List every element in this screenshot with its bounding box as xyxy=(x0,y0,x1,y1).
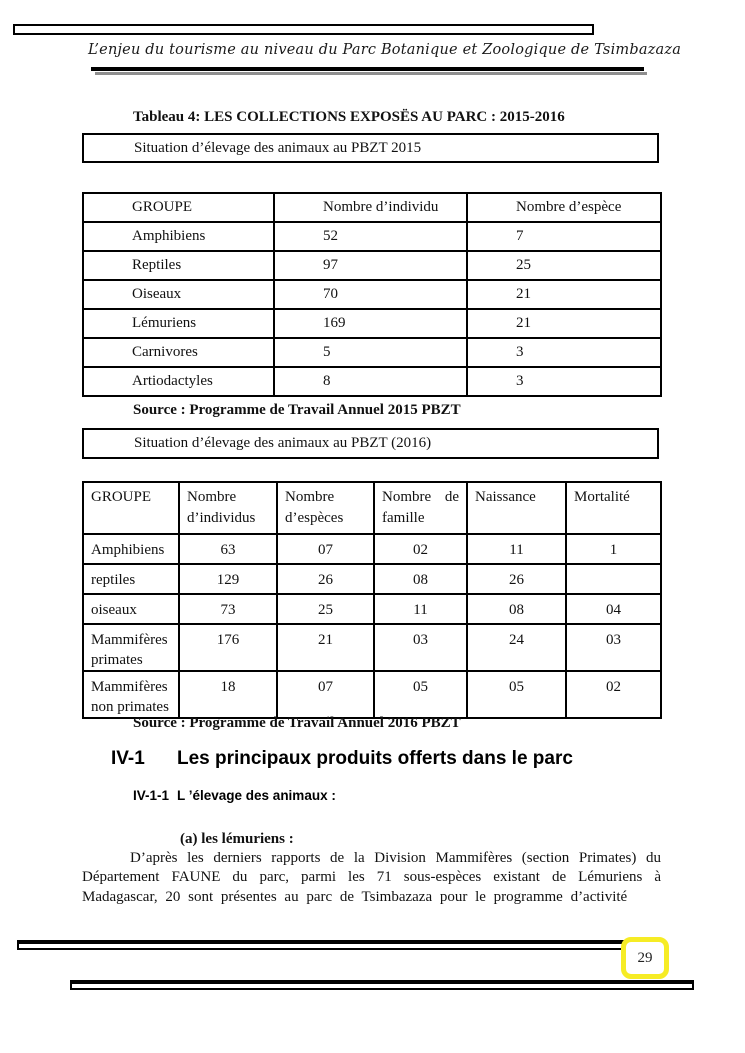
cell-individus: 52 xyxy=(273,221,468,252)
cell-especes: 25 xyxy=(466,250,662,281)
cell-naissance: 08 xyxy=(466,593,567,625)
column-header: Nombre d’espèce xyxy=(466,192,662,223)
box-situation-2015-label: Situation d’élevage des animaux au PBZT … xyxy=(134,139,422,156)
table-header-row: GROUPE Nombre d’individus Nombre d’espèc… xyxy=(82,481,662,535)
cell-individus: 176 xyxy=(178,623,278,672)
cell-naissance: 24 xyxy=(466,623,567,672)
header-rule-shadow xyxy=(95,72,647,75)
subsection-number: IV-1-1 xyxy=(133,788,170,803)
cell-especes: 3 xyxy=(466,366,662,397)
cell-individus: 8 xyxy=(273,366,468,397)
table-row: Reptiles 97 25 xyxy=(82,250,662,281)
table-header-row: GROUPE Nombre d’individu Nombre d’espèce xyxy=(82,192,662,223)
column-header: Mortalité xyxy=(565,481,662,535)
running-title: L’enjeu du tourisme au niveau du Parc Bo… xyxy=(88,42,682,58)
cell-especes: 7 xyxy=(466,221,662,252)
cell-naissance: 11 xyxy=(466,533,567,565)
cell-individus: 70 xyxy=(273,279,468,310)
column-header: Nombre d’espèces xyxy=(276,481,375,535)
cell-mortalite: 02 xyxy=(565,670,662,719)
cell-individus: 73 xyxy=(178,593,278,625)
cell-groupe: oiseaux xyxy=(82,593,180,625)
cell-groupe: Amphibiens xyxy=(82,221,275,252)
cell-especes: 21 xyxy=(466,308,662,339)
box-situation-2016: Situation d’élevage des animaux au PBZT … xyxy=(82,428,659,459)
footer-rule-top xyxy=(17,940,631,950)
cell-mortalite xyxy=(565,563,662,595)
cell-groupe: Mammifères non primates xyxy=(82,670,180,719)
cell-especes: 26 xyxy=(276,563,375,595)
cell-especes: 3 xyxy=(466,337,662,368)
cell-especes: 21 xyxy=(466,279,662,310)
box-situation-2016-label: Situation d’élevage des animaux au PBZT … xyxy=(134,435,432,451)
column-header: GROUPE xyxy=(82,192,275,223)
cell-individus: 129 xyxy=(178,563,278,595)
column-header: Nombre d’individus xyxy=(178,481,278,535)
table-row: Artiodactyles 8 3 xyxy=(82,366,662,397)
table-row: oiseaux 73 25 11 08 04 xyxy=(82,593,662,625)
source-2015: Source : Programme de Travail Annuel 201… xyxy=(133,402,461,418)
cell-familles: 03 xyxy=(373,623,468,672)
cell-individus: 97 xyxy=(273,250,468,281)
table-row: Oiseaux 70 21 xyxy=(82,279,662,310)
cell-familles: 05 xyxy=(373,670,468,719)
page-number: 29 xyxy=(637,949,653,966)
subsection-title: L ’élevage des animaux : xyxy=(177,788,336,803)
table-elevage-2015: GROUPE Nombre d’individu Nombre d’espèce… xyxy=(82,192,662,397)
cell-especes: 07 xyxy=(276,670,375,719)
header-border-mark xyxy=(13,24,594,35)
cell-groupe: Artiodactyles xyxy=(82,366,275,397)
cell-mortalite: 1 xyxy=(565,533,662,565)
cell-individus: 18 xyxy=(178,670,278,719)
cell-naissance: 26 xyxy=(466,563,567,595)
cell-groupe: Mammifères primates xyxy=(82,623,180,672)
cell-naissance: 05 xyxy=(466,670,567,719)
table-row: Carnivores 5 3 xyxy=(82,337,662,368)
header-rule xyxy=(91,67,644,71)
cell-mortalite: 03 xyxy=(565,623,662,672)
column-header: Nombre d’individu xyxy=(273,192,468,223)
section-heading: IV-1 Les principaux produits offerts dan… xyxy=(111,748,573,770)
cell-familles: 08 xyxy=(373,563,468,595)
box-situation-2015: Situation d’élevage des animaux au PBZT … xyxy=(82,133,659,163)
cell-individus: 5 xyxy=(273,337,468,368)
column-header: GROUPE xyxy=(82,481,180,535)
table-row: Amphibiens 52 7 xyxy=(82,221,662,252)
table-elevage-2016: GROUPE Nombre d’individus Nombre d’espèc… xyxy=(82,481,662,719)
cell-groupe: Carnivores xyxy=(82,337,275,368)
column-header: Naissance xyxy=(466,481,567,535)
item-a-heading: (a) les lémuriens : xyxy=(180,831,294,847)
table-row: Mammifères primates 176 21 03 24 03 xyxy=(82,623,662,672)
cell-groupe: Lémuriens xyxy=(82,308,275,339)
page-number-badge: 29 xyxy=(621,937,669,979)
section-number: IV-1 xyxy=(111,748,145,769)
table-row: Amphibiens 63 07 02 11 1 xyxy=(82,533,662,565)
table-row: Lémuriens 169 21 xyxy=(82,308,662,339)
cell-groupe: Amphibiens xyxy=(82,533,180,565)
cell-especes: 25 xyxy=(276,593,375,625)
cell-groupe: Oiseaux xyxy=(82,279,275,310)
section-title: Les principaux produits offerts dans le … xyxy=(177,748,573,769)
column-header: Nombre de famille xyxy=(373,481,468,535)
cell-mortalite: 04 xyxy=(565,593,662,625)
cell-groupe: Reptiles xyxy=(82,250,275,281)
table-row: reptiles 129 26 08 26 xyxy=(82,563,662,595)
footer-rule-bottom xyxy=(70,980,694,990)
table-row: Mammifères non primates 18 07 05 05 02 xyxy=(82,670,662,719)
cell-especes: 07 xyxy=(276,533,375,565)
body-paragraph: D’après les derniers rapports de la Divi… xyxy=(82,850,661,905)
subsection-heading: IV-1-1 L ’élevage des animaux : xyxy=(133,788,336,803)
cell-individus: 169 xyxy=(273,308,468,339)
cell-familles: 11 xyxy=(373,593,468,625)
table-caption: Tableau 4: LES COLLECTIONS EXPOSËS AU PA… xyxy=(133,109,565,125)
cell-familles: 02 xyxy=(373,533,468,565)
cell-individus: 63 xyxy=(178,533,278,565)
cell-groupe: reptiles xyxy=(82,563,180,595)
cell-especes: 21 xyxy=(276,623,375,672)
source-2016: Source : Programme de Travail Annuel 201… xyxy=(133,715,461,731)
